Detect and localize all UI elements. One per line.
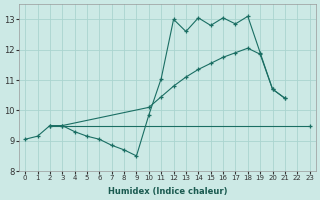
X-axis label: Humidex (Indice chaleur): Humidex (Indice chaleur)	[108, 187, 227, 196]
